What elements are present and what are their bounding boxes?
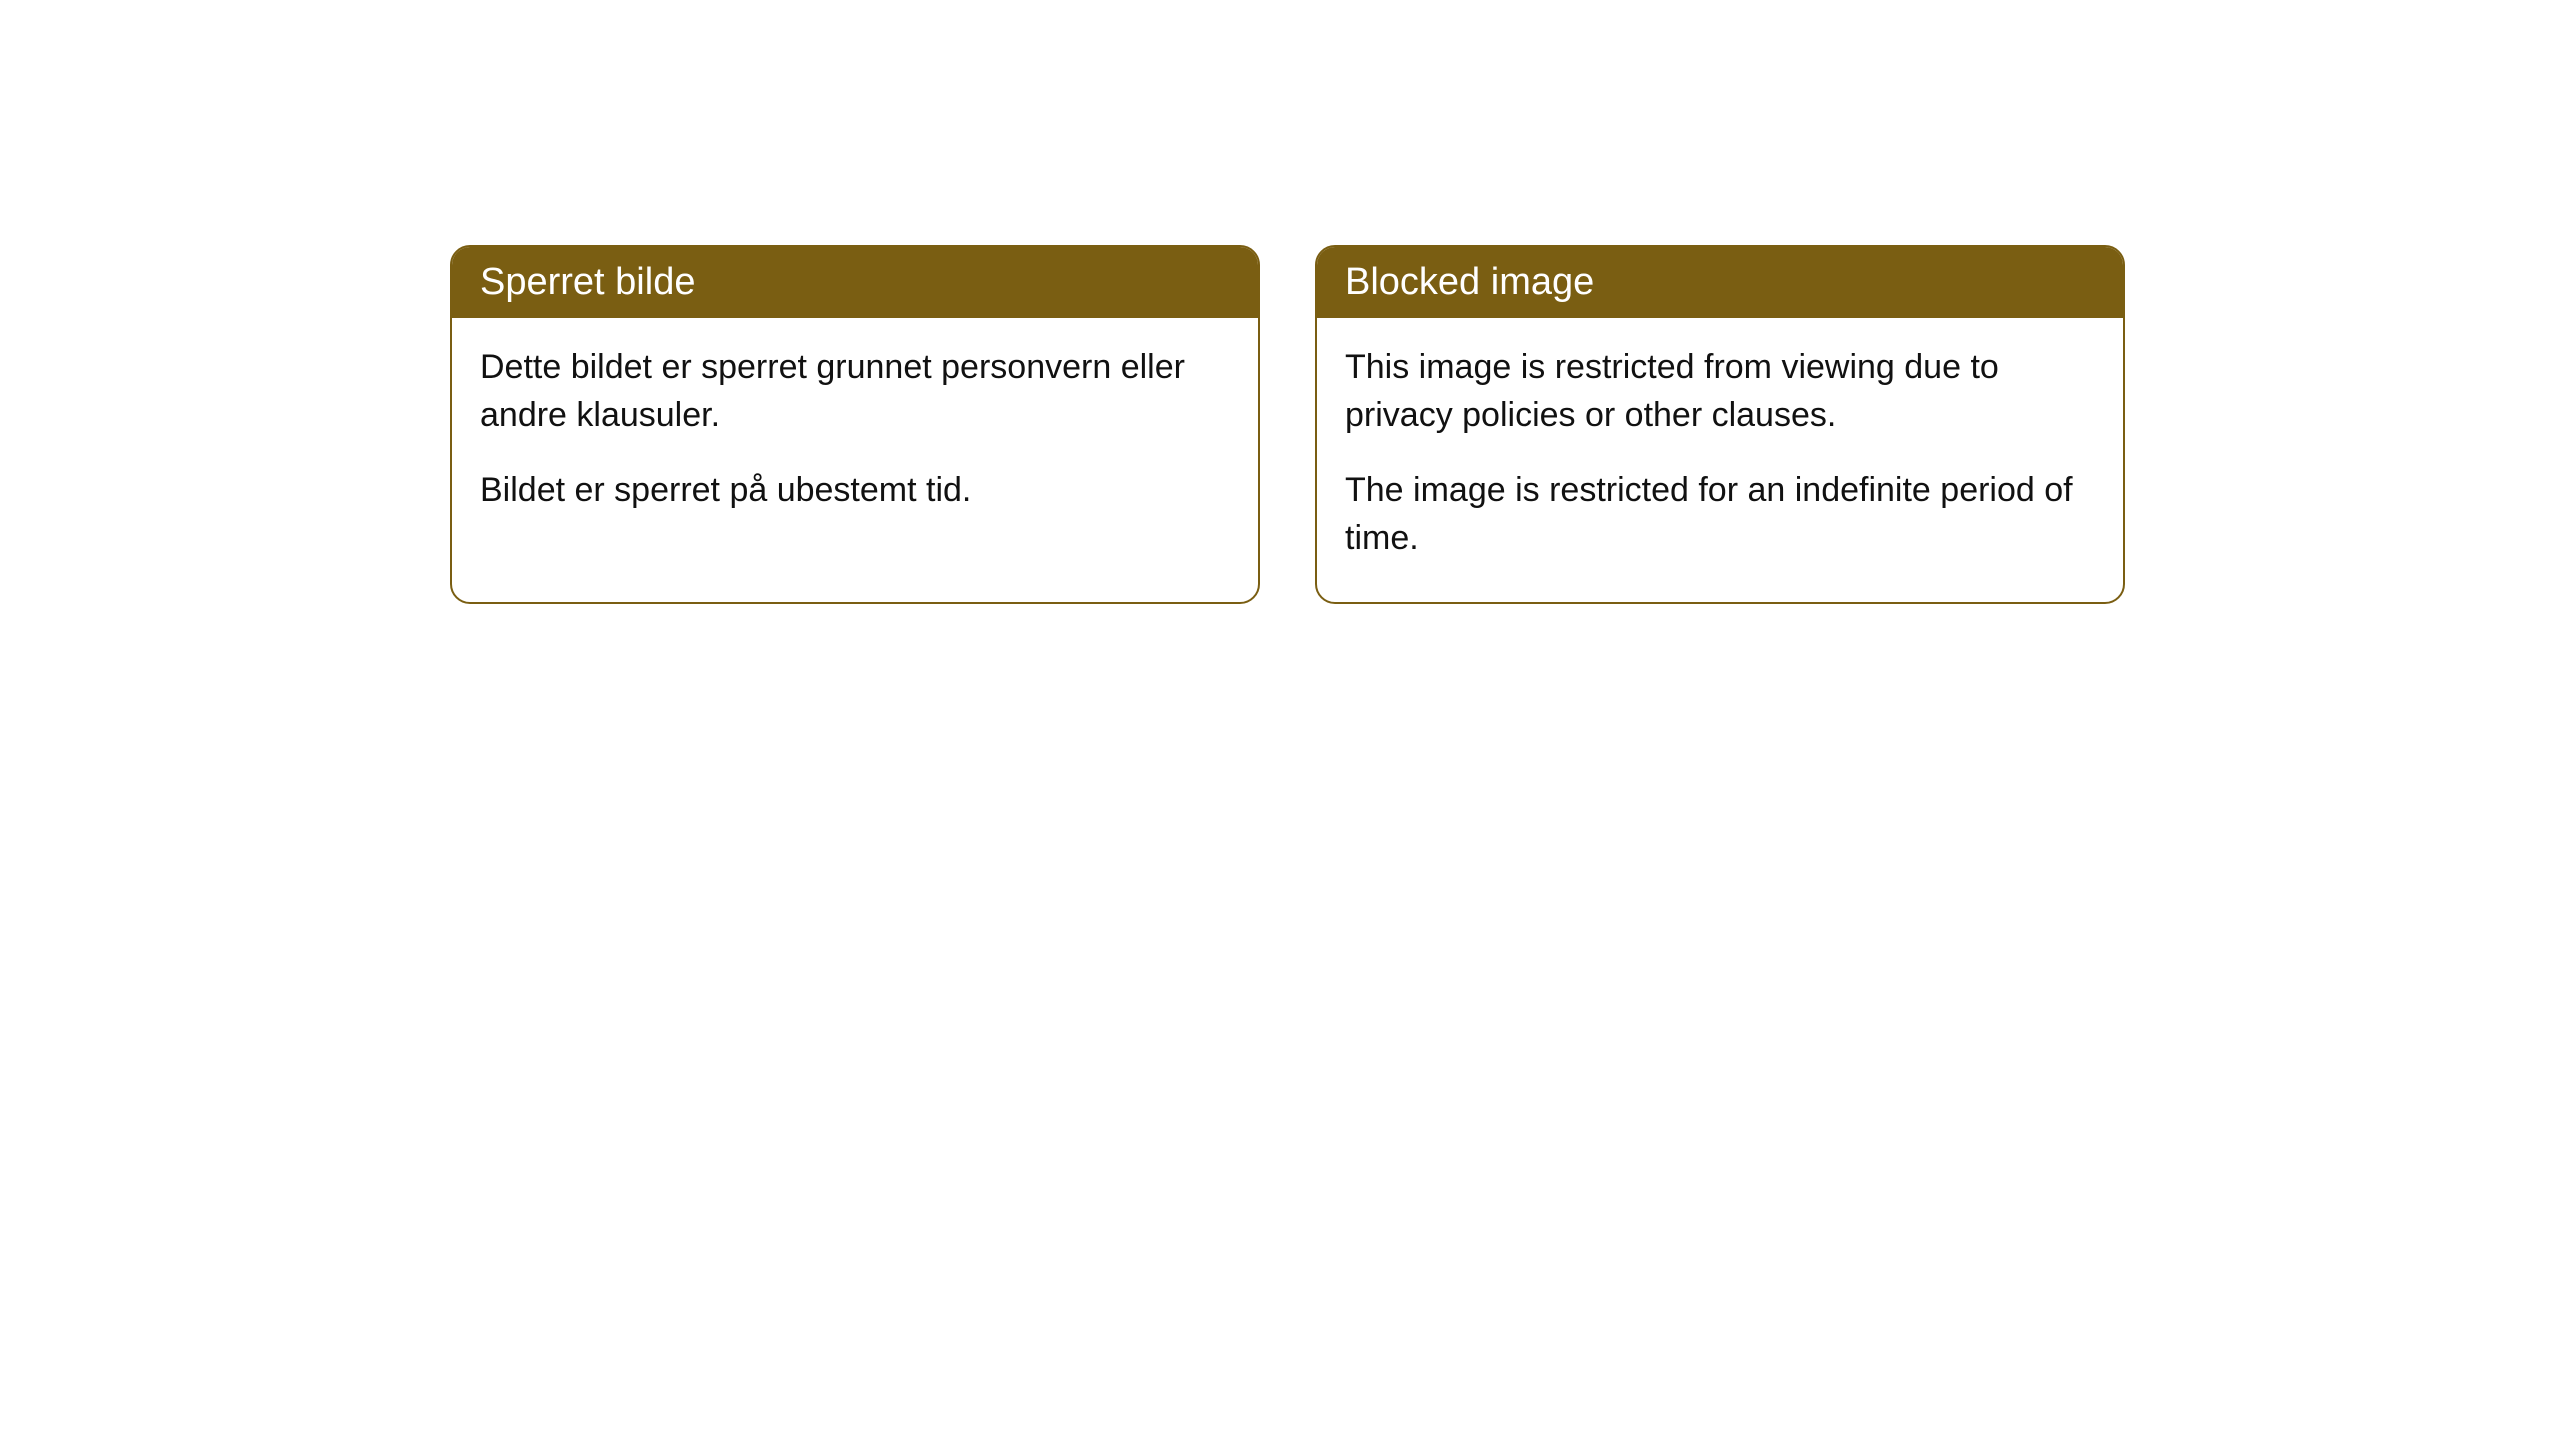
cards-container: Sperret bilde Dette bildet er sperret gr… (450, 245, 2125, 604)
card-body-no: Dette bildet er sperret grunnet personve… (452, 318, 1258, 555)
card-body-en: This image is restricted from viewing du… (1317, 318, 2123, 602)
card-paragraph-2-en: The image is restricted for an indefinit… (1345, 467, 2095, 562)
card-header-no: Sperret bilde (452, 247, 1258, 318)
blocked-image-card-en: Blocked image This image is restricted f… (1315, 245, 2125, 604)
card-paragraph-1-en: This image is restricted from viewing du… (1345, 344, 2095, 439)
card-paragraph-2-no: Bildet er sperret på ubestemt tid. (480, 467, 1230, 515)
blocked-image-card-no: Sperret bilde Dette bildet er sperret gr… (450, 245, 1260, 604)
card-header-en: Blocked image (1317, 247, 2123, 318)
card-paragraph-1-no: Dette bildet er sperret grunnet personve… (480, 344, 1230, 439)
